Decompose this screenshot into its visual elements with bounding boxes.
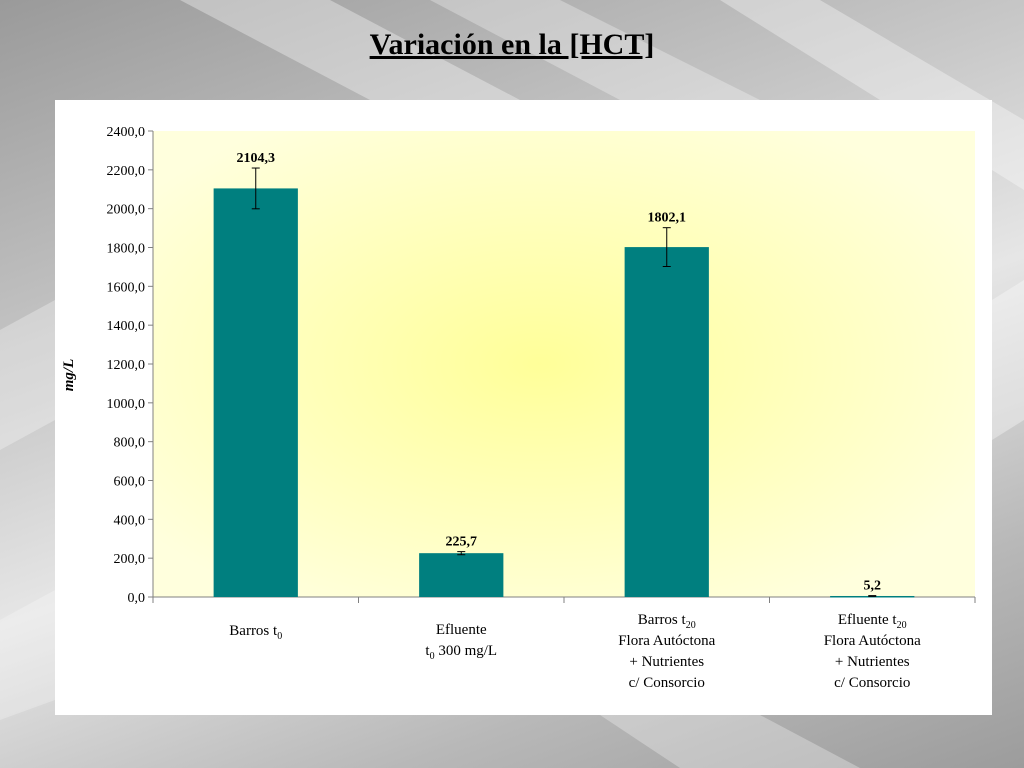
y-tick-label: 2000,0 bbox=[107, 203, 146, 218]
slide-title: Variación en la [HCT] bbox=[369, 28, 655, 61]
bars bbox=[213, 188, 915, 598]
category-labels: Barros t0 Efluente t0 300 mg/L Barros t20 Fl… bbox=[229, 612, 921, 691]
bar bbox=[624, 247, 709, 597]
x-axis bbox=[152, 596, 976, 603]
category-label: Barros t0 bbox=[229, 623, 282, 642]
category-label: + Nutrientes bbox=[629, 654, 704, 670]
chart-panel: 0,0 200,0 400,0 600,0 800,0 1000,0 1200,0 1400,… bbox=[55, 100, 992, 715]
y-tick-label: 2400,0 bbox=[107, 125, 146, 140]
data-label: 5,2 bbox=[864, 579, 882, 594]
error-bars bbox=[251, 167, 877, 597]
y-tick-label: 1800,0 bbox=[107, 242, 146, 257]
y-tick-label: 200,0 bbox=[114, 552, 146, 567]
bar bbox=[213, 188, 298, 597]
data-label: 225,7 bbox=[446, 535, 478, 550]
category-label: Efluente bbox=[436, 622, 487, 638]
y-axis: 0,0 200,0 400,0 600,0 800,0 1000,0 1200,0 1400,… bbox=[107, 125, 154, 606]
y-tick-label: 1200,0 bbox=[107, 358, 146, 373]
y-tick-label: 1000,0 bbox=[107, 397, 146, 412]
category-label: c/ Consorcio bbox=[629, 675, 705, 691]
y-tick-label: 600,0 bbox=[114, 475, 146, 490]
y-tick-label: 2200,0 bbox=[107, 164, 146, 179]
category-label: Flora Autóctona bbox=[618, 633, 715, 649]
category-label: c/ Consorcio bbox=[834, 675, 910, 691]
y-tick-label: 1400,0 bbox=[107, 319, 146, 334]
category-label: t0 300 mg/L bbox=[425, 643, 497, 662]
y-tick-label: 400,0 bbox=[114, 513, 146, 528]
data-label: 2104,3 bbox=[237, 151, 276, 166]
y-tick-label: 0,0 bbox=[128, 591, 146, 606]
value-labels: 2104,3 225,7 1802,1 5,2 bbox=[237, 151, 882, 594]
y-axis-label: mg/L bbox=[61, 359, 77, 392]
y-tick-label: 800,0 bbox=[114, 436, 146, 451]
category-label: Flora Autóctona bbox=[824, 633, 921, 649]
category-label: + Nutrientes bbox=[835, 654, 910, 670]
bar bbox=[419, 553, 504, 597]
bar-chart: 0,0 200,0 400,0 600,0 800,0 1000,0 1200,0 1400,… bbox=[61, 125, 976, 691]
data-label: 1802,1 bbox=[648, 211, 687, 226]
category-label: Barros t20 bbox=[638, 612, 696, 631]
y-tick-label: 1600,0 bbox=[107, 280, 146, 295]
category-label: Efluente t20 bbox=[838, 612, 907, 631]
